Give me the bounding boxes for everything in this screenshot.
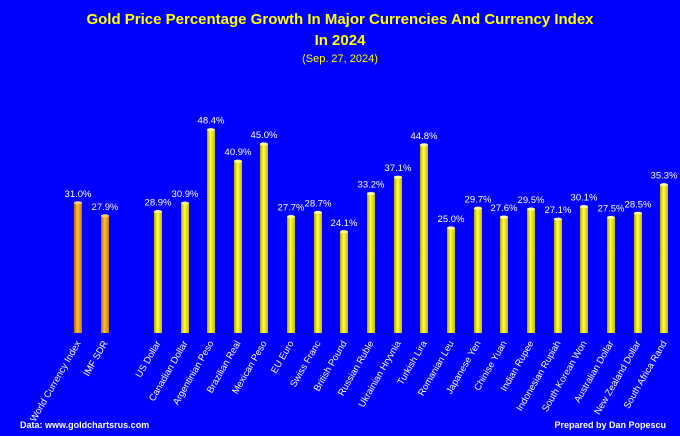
data-label: 28.9% (145, 198, 172, 209)
bar (474, 208, 482, 333)
data-label: 28.7% (305, 198, 332, 209)
data-label: 33.2% (358, 180, 385, 191)
bar (500, 217, 508, 333)
bar (394, 177, 402, 333)
category-label: IMF SDR (82, 339, 111, 378)
data-label: 44.8% (411, 131, 438, 142)
bar (420, 144, 428, 333)
data-label: 27.6% (491, 203, 518, 214)
bar-cap (314, 210, 322, 215)
chart-title-line2: In 2024 (315, 32, 367, 49)
bar (580, 206, 588, 333)
bar (340, 231, 348, 333)
bar (527, 209, 535, 333)
bar-cap (74, 201, 82, 205)
bar (367, 193, 375, 333)
footer-source: Data: www.goldchartsrus.com (20, 420, 149, 430)
bar-cap (367, 191, 375, 196)
bar (234, 161, 242, 333)
bar-cap (394, 175, 402, 179)
bar-cap (607, 215, 615, 220)
bar (101, 215, 109, 333)
bar-cap (340, 230, 348, 234)
bar-cap (500, 215, 508, 219)
bar-cap (447, 226, 455, 230)
bar (554, 219, 562, 333)
bar (74, 202, 82, 333)
bar (634, 213, 642, 333)
bar-cap (260, 142, 268, 146)
bar-cap (580, 204, 588, 209)
data-label: 48.4% (198, 116, 225, 127)
bar-cap (527, 207, 535, 211)
bar-cap (660, 183, 668, 187)
chart-subtitle: (Sep. 27, 2024) (302, 53, 378, 65)
bar (447, 228, 455, 333)
bar-cap (101, 214, 109, 218)
bar-cap (154, 210, 162, 214)
data-label: 29.7% (465, 194, 492, 205)
data-label: 27.5% (598, 204, 625, 215)
bar-cap (554, 217, 562, 221)
data-label: 27.9% (92, 202, 119, 213)
category-label: US Dollar (134, 339, 164, 380)
bar (314, 212, 322, 333)
data-label: 27.1% (545, 205, 572, 216)
bar (181, 203, 189, 333)
bar (607, 217, 615, 333)
bar-cap (474, 206, 482, 210)
bar-cap (181, 201, 189, 205)
bar-cap (634, 211, 642, 215)
bar (287, 216, 295, 333)
data-label: 27.7% (278, 203, 305, 214)
bar-cap (207, 128, 215, 132)
data-label: 25.0% (438, 214, 465, 225)
bars-group: 31.0% World Currency Index 27.9% IMF SDR 28.… (28, 116, 678, 424)
bar-cap (287, 215, 295, 219)
bar (154, 211, 162, 333)
data-label: 35.3% (651, 171, 678, 182)
data-label: 24.1% (331, 218, 358, 229)
data-label: 37.1% (385, 163, 412, 174)
data-label: 45.0% (251, 130, 278, 141)
bar (660, 184, 668, 333)
bar (207, 129, 215, 333)
category-label: World Currency Index (28, 339, 83, 424)
data-label: 29.5% (518, 195, 545, 206)
chart-title-line1: Gold Price Percentage Growth In Major Cu… (86, 11, 594, 28)
data-label: 30.1% (571, 193, 598, 204)
data-label: 30.9% (172, 189, 199, 200)
bar-cap (234, 159, 242, 163)
data-label: 40.9% (225, 147, 252, 158)
bar-cap (420, 143, 428, 147)
bar (260, 144, 268, 333)
category-label: EU Euro (269, 339, 296, 376)
data-label: 28.5% (625, 199, 652, 210)
data-label: 31.0% (65, 189, 92, 200)
footer-credit: Prepared by Dan Popescu (554, 420, 666, 430)
